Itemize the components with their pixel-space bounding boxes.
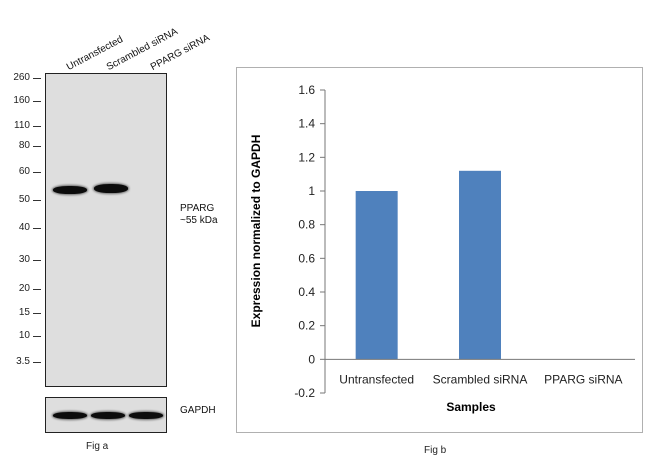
mw-marker-label: 30 (18, 254, 30, 265)
fig-b-caption: Fig b (424, 445, 447, 456)
loading-control-label: GAPDH (180, 405, 216, 416)
mw-marker-label: 40 (18, 222, 30, 233)
target-name: PPARG (180, 203, 215, 214)
y-tick-label: 0.2 (298, 319, 315, 333)
bars (355, 170, 501, 360)
blot-membrane-pparg (45, 73, 167, 387)
band-gapdh-pparg-sirna (129, 412, 163, 419)
y-tick-label: 1.6 (298, 83, 315, 97)
mw-marker-tick (33, 146, 41, 147)
x-axis-title: Samples (446, 400, 496, 414)
mw-marker-label: 80 (18, 140, 30, 151)
mw-marker-label: 10 (18, 330, 30, 341)
mw-marker-tick (33, 228, 41, 229)
mw-marker-tick (33, 289, 41, 290)
mw-marker-label: 20 (18, 283, 30, 294)
y-tick-label: 0 (308, 352, 315, 366)
x-tick-label: Untransfected (339, 372, 414, 386)
bar-scrambled-sirna (459, 170, 501, 360)
y-tick-label: 1 (308, 184, 315, 198)
y-tick-label: 0.8 (298, 218, 315, 232)
mw-marker-label: 3.5 (16, 356, 30, 367)
y-tick-label: 1.2 (298, 150, 315, 164)
mw-marker-tick (33, 172, 41, 173)
mw-marker-label: 260 (13, 72, 30, 83)
mw-marker-tick (33, 200, 41, 201)
mw-marker-tick (33, 336, 41, 337)
band-pparg-untransfected (53, 186, 87, 194)
y-axis: -0.2 0 0.2 0.4 0.6 0.8 1 1.2 1.4 1.6 (294, 83, 326, 400)
mw-marker-tick (33, 362, 41, 363)
mw-marker-label: 60 (18, 166, 30, 177)
y-tick-label: 1.4 (298, 117, 315, 131)
mw-marker-label: 160 (13, 95, 30, 106)
mw-marker-label: 110 (14, 120, 30, 131)
x-axis: Untransfected Scrambled siRNA PPARG siRNA (325, 358, 635, 386)
mw-marker-tick (33, 260, 41, 261)
y-tick-label: 0.6 (298, 251, 315, 265)
y-axis-title: Expression normalized to GAPDH (249, 135, 263, 328)
y-tick-label: 0.4 (298, 285, 315, 299)
band-gapdh-scrambled (91, 412, 125, 419)
y-tick-label: -0.2 (294, 386, 315, 400)
mw-marker-tick (33, 313, 41, 314)
bar-untransfected (355, 191, 398, 360)
target-size: ~55 kDa (180, 215, 218, 226)
band-gapdh-untransfected (53, 412, 87, 419)
mw-marker-tick (33, 78, 41, 79)
blot-membrane-gapdh (45, 397, 167, 433)
bar-chart-panel: -0.2 0 0.2 0.4 0.6 0.8 1 1.2 1.4 1.6 Untransfecte… (236, 67, 643, 433)
x-tick-label: PPARG siRNA (544, 372, 622, 386)
mw-marker-label: 15 (18, 307, 30, 318)
mw-marker-tick (33, 101, 41, 102)
lane-label-scrambled-sirna: Scrambled siRNA (104, 26, 180, 73)
target-label: PPARG ~55 kDa (180, 203, 218, 227)
mw-marker-label: 50 (18, 194, 30, 205)
x-tick-label: Scrambled siRNA (433, 372, 528, 386)
bar-chart: -0.2 0 0.2 0.4 0.6 0.8 1 1.2 1.4 1.6 Untransfecte… (249, 83, 635, 414)
fig-a-caption: Fig a (86, 441, 109, 452)
mw-marker-tick (33, 126, 41, 127)
band-pparg-scrambled (94, 184, 128, 193)
